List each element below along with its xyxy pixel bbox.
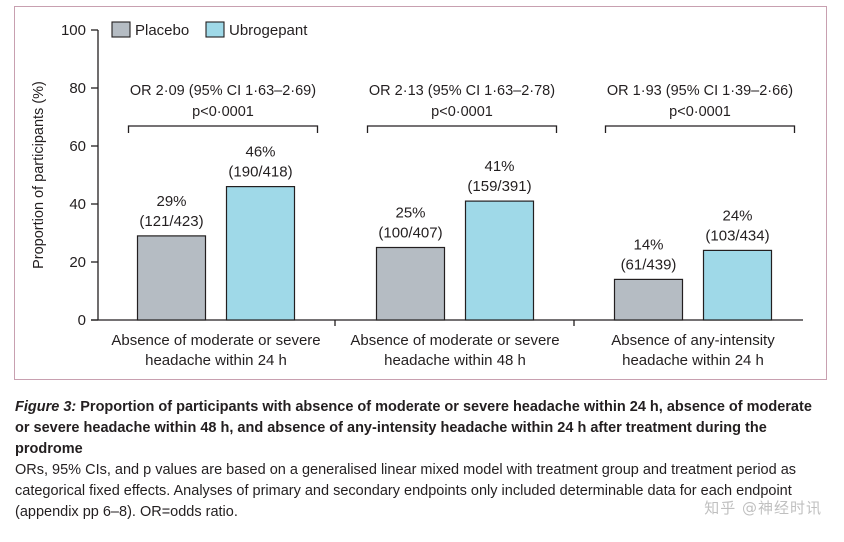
y-tick-label: 80 [69, 80, 86, 97]
bar-value-label: 14% [633, 236, 663, 253]
legend-swatch [205, 21, 225, 38]
x-category-label: headache within 24 h [622, 352, 764, 369]
y-tick-label: 0 [78, 312, 86, 329]
odds-ratio-label: OR 2·13 (95% CI 1·63–2·78) [369, 83, 555, 99]
p-value-label: p<0·0001 [669, 104, 731, 120]
odds-ratio-label: OR 2·09 (95% CI 1·63–2·69) [130, 83, 316, 99]
bar-value-label: 41% [484, 158, 514, 175]
bar-count-label: (159/391) [467, 178, 531, 195]
legend-swatch [111, 21, 131, 38]
bar-placebo [375, 246, 446, 321]
x-category-label: Absence of moderate or severe [350, 332, 559, 349]
y-tick-label: 100 [61, 22, 86, 39]
chart-frame [14, 6, 827, 380]
x-category-label: Absence of moderate or severe [111, 332, 320, 349]
bar-count-label: (190/418) [228, 164, 292, 181]
y-tick-label: 20 [69, 254, 86, 271]
bar-count-label: (100/407) [378, 225, 442, 242]
legend-label: Ubrogepant [229, 22, 308, 39]
watermark: 知乎 @神经时讯 [704, 499, 822, 517]
bar-value-label: 46% [245, 144, 275, 161]
y-tick-label: 40 [69, 196, 86, 213]
x-category-label: Absence of any-intensity [611, 332, 775, 349]
bar-value-label: 24% [722, 207, 752, 224]
significance-bracket [366, 125, 558, 133]
bar-count-label: (103/434) [705, 227, 769, 244]
x-category-label: headache within 24 h [145, 352, 287, 369]
bar-ubrogepant [464, 200, 535, 321]
caption-title-text: Proportion of participants with absence … [15, 399, 812, 457]
bar-placebo [613, 278, 684, 321]
bar-count-label: (121/423) [139, 213, 203, 230]
figure-caption: Figure 3: Proportion of participants wit… [15, 397, 830, 523]
legend-label: Placebo [135, 22, 189, 39]
significance-bracket [604, 125, 796, 133]
y-axis-title: Proportion of participants (%) [31, 81, 47, 269]
bar-chart: 0 20 40 60 80 100 Proportion of participants (… [31, 21, 803, 369]
y-tick-label: 60 [69, 138, 86, 155]
p-value-label: p<0·0001 [431, 104, 493, 120]
bar-placebo [136, 235, 207, 321]
bar-value-label: 29% [156, 193, 186, 210]
bar-ubrogepant [225, 186, 296, 321]
odds-ratio-label: OR 1·93 (95% CI 1·39–2·66) [607, 83, 793, 99]
bar-ubrogepant [702, 249, 773, 321]
caption-title: Figure 3: Proportion of participants wit… [15, 397, 830, 460]
x-category-label: headache within 48 h [384, 352, 526, 369]
p-value-label: p<0·0001 [192, 104, 254, 120]
significance-bracket [127, 125, 319, 133]
bar-count-label: (61/439) [621, 256, 677, 273]
caption-body: ORs, 95% CIs, and p values are based on … [15, 462, 797, 520]
bar-value-label: 25% [395, 205, 425, 222]
caption-figure-label: Figure 3: [15, 399, 77, 415]
